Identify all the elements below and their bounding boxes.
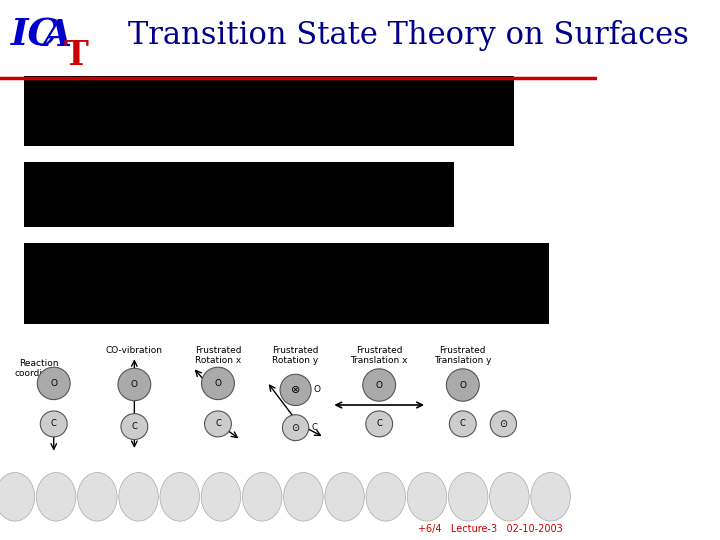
Ellipse shape <box>282 415 309 441</box>
Ellipse shape <box>119 472 158 521</box>
Ellipse shape <box>36 472 76 521</box>
FancyBboxPatch shape <box>24 162 454 227</box>
Text: O: O <box>376 381 383 389</box>
Text: O: O <box>313 386 320 394</box>
Text: IC: IC <box>11 17 58 53</box>
Ellipse shape <box>280 374 311 406</box>
Ellipse shape <box>160 472 199 521</box>
Text: C: C <box>215 420 221 428</box>
Text: Transition State Theory on Surfaces: Transition State Theory on Surfaces <box>128 19 689 51</box>
Text: Reaction
coordinate: Reaction coordinate <box>14 359 63 379</box>
Ellipse shape <box>408 472 446 521</box>
Text: C: C <box>51 420 57 428</box>
Text: O: O <box>215 379 222 388</box>
Ellipse shape <box>363 369 395 401</box>
Ellipse shape <box>37 367 70 400</box>
Text: A: A <box>43 17 72 53</box>
Ellipse shape <box>201 472 240 521</box>
Ellipse shape <box>121 414 148 440</box>
Text: Frustrated
Rotation x: Frustrated Rotation x <box>194 346 241 365</box>
Ellipse shape <box>490 411 516 437</box>
Text: C: C <box>132 422 138 431</box>
Ellipse shape <box>325 472 364 521</box>
Ellipse shape <box>446 369 480 401</box>
Text: CO-vibration: CO-vibration <box>106 346 163 355</box>
Text: C: C <box>460 420 466 428</box>
Text: $\odot$: $\odot$ <box>291 422 300 433</box>
FancyBboxPatch shape <box>24 243 549 324</box>
Ellipse shape <box>284 472 323 521</box>
Ellipse shape <box>204 411 231 437</box>
Ellipse shape <box>118 368 150 401</box>
Text: Frustrated
Translation x: Frustrated Translation x <box>351 346 408 365</box>
Ellipse shape <box>243 472 282 521</box>
Ellipse shape <box>40 411 67 437</box>
Ellipse shape <box>366 472 405 521</box>
Text: O: O <box>50 379 58 388</box>
Text: C: C <box>377 420 382 428</box>
FancyBboxPatch shape <box>24 76 513 146</box>
Text: O: O <box>459 381 467 389</box>
Text: +6/4   Lecture-3   02-10-2003: +6/4 Lecture-3 02-10-2003 <box>418 523 563 534</box>
Text: O: O <box>131 380 138 389</box>
Text: $\odot$: $\odot$ <box>499 418 508 429</box>
Ellipse shape <box>531 472 570 521</box>
Ellipse shape <box>78 472 117 521</box>
Ellipse shape <box>490 472 529 521</box>
Ellipse shape <box>366 411 392 437</box>
Text: $\otimes$: $\otimes$ <box>290 384 301 395</box>
Ellipse shape <box>449 411 476 437</box>
Text: Frustrated
Rotation y: Frustrated Rotation y <box>272 346 319 365</box>
Ellipse shape <box>449 472 488 521</box>
Text: C: C <box>311 423 317 432</box>
Ellipse shape <box>0 472 35 521</box>
Text: Frustrated
Translation y: Frustrated Translation y <box>434 346 492 365</box>
Text: T: T <box>64 38 89 72</box>
Ellipse shape <box>202 367 235 400</box>
